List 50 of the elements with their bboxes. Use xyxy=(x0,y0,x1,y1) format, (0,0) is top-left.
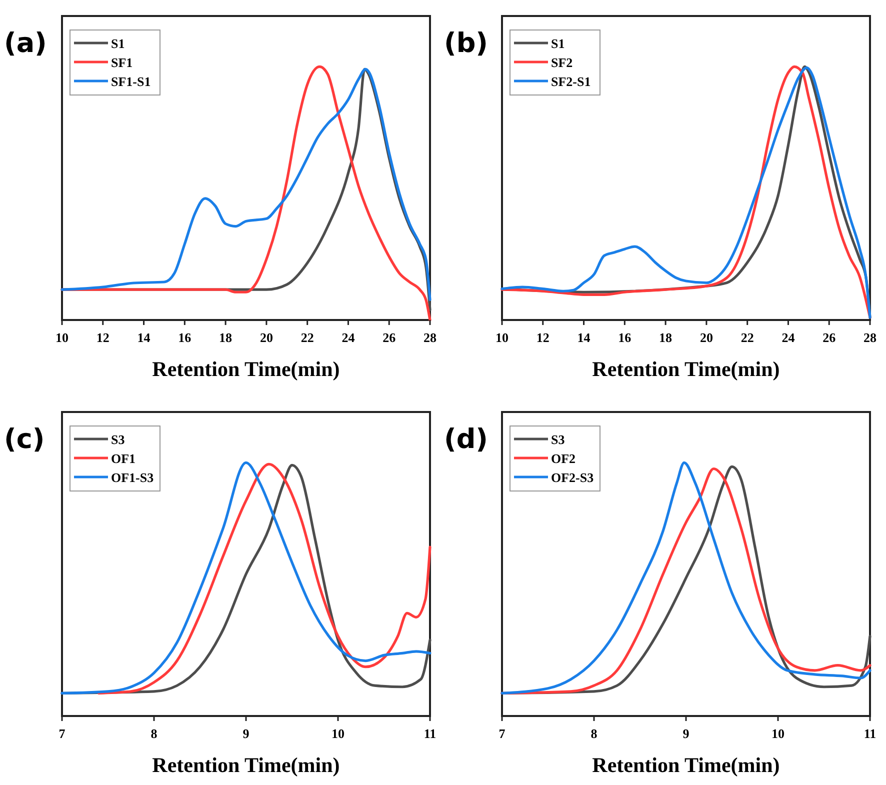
legend-label: OF1 xyxy=(111,451,136,466)
x-tick-label: 10 xyxy=(772,726,784,741)
x-tick-label: 10 xyxy=(56,330,68,345)
x-tick-label: 20 xyxy=(260,330,273,345)
x-tick-label: 7 xyxy=(498,726,506,741)
legend-label: OF1-S3 xyxy=(111,470,154,485)
legend-label: SF2-S1 xyxy=(551,74,591,89)
x-tick-label: 20 xyxy=(700,330,713,345)
x-tick-label: 16 xyxy=(618,330,632,345)
x-tick-label: 14 xyxy=(577,330,591,345)
x-tick-label: 28 xyxy=(864,330,877,345)
x-tick-label: 9 xyxy=(242,726,250,741)
x-tick-label: 22 xyxy=(300,330,314,345)
legend-label: OF2 xyxy=(551,451,576,466)
x-tick-label: 10 xyxy=(496,330,508,345)
x-tick-label: 12 xyxy=(536,330,550,345)
legend-label: S1 xyxy=(551,36,565,51)
x-tick-label: 18 xyxy=(659,330,673,345)
x-tick-label: 12 xyxy=(96,330,110,345)
x-tick-label: 10 xyxy=(332,726,344,741)
legend-label: SF1 xyxy=(111,55,133,70)
x-tick-label: 24 xyxy=(342,330,356,345)
x-tick-label: 11 xyxy=(424,726,436,741)
x-tick-label: 26 xyxy=(382,330,396,345)
legend-label: SF2 xyxy=(551,55,573,70)
chart-title: (d) xyxy=(444,424,488,455)
x-tick-label: 14 xyxy=(137,330,151,345)
x-axis-title: Retention Time(min) xyxy=(152,753,340,777)
x-axis-title: Retention Time(min) xyxy=(152,357,340,381)
x-tick-label: 9 xyxy=(682,726,690,741)
chart-title: (c) xyxy=(4,424,45,455)
x-tick-label: 7 xyxy=(58,726,66,741)
x-tick-label: 26 xyxy=(822,330,836,345)
x-tick-label: 8 xyxy=(590,726,598,741)
legend-label: S3 xyxy=(551,432,566,447)
x-tick-label: 22 xyxy=(740,330,754,345)
x-tick-label: 18 xyxy=(219,330,233,345)
legend-label: OF2-S3 xyxy=(551,470,594,485)
x-axis-title: Retention Time(min) xyxy=(592,357,780,381)
x-tick-label: 16 xyxy=(178,330,192,345)
x-axis-title: Retention Time(min) xyxy=(592,753,780,777)
x-tick-label: 28 xyxy=(424,330,437,345)
x-tick-label: 24 xyxy=(782,330,796,345)
x-tick-label: 8 xyxy=(150,726,158,741)
x-tick-label: 11 xyxy=(864,726,876,741)
legend-label: S3 xyxy=(111,432,126,447)
legend-label: S1 xyxy=(111,36,125,51)
legend-label: SF1-S1 xyxy=(111,74,151,89)
chart-title: (a) xyxy=(4,28,47,59)
chart-title: (b) xyxy=(444,28,488,59)
